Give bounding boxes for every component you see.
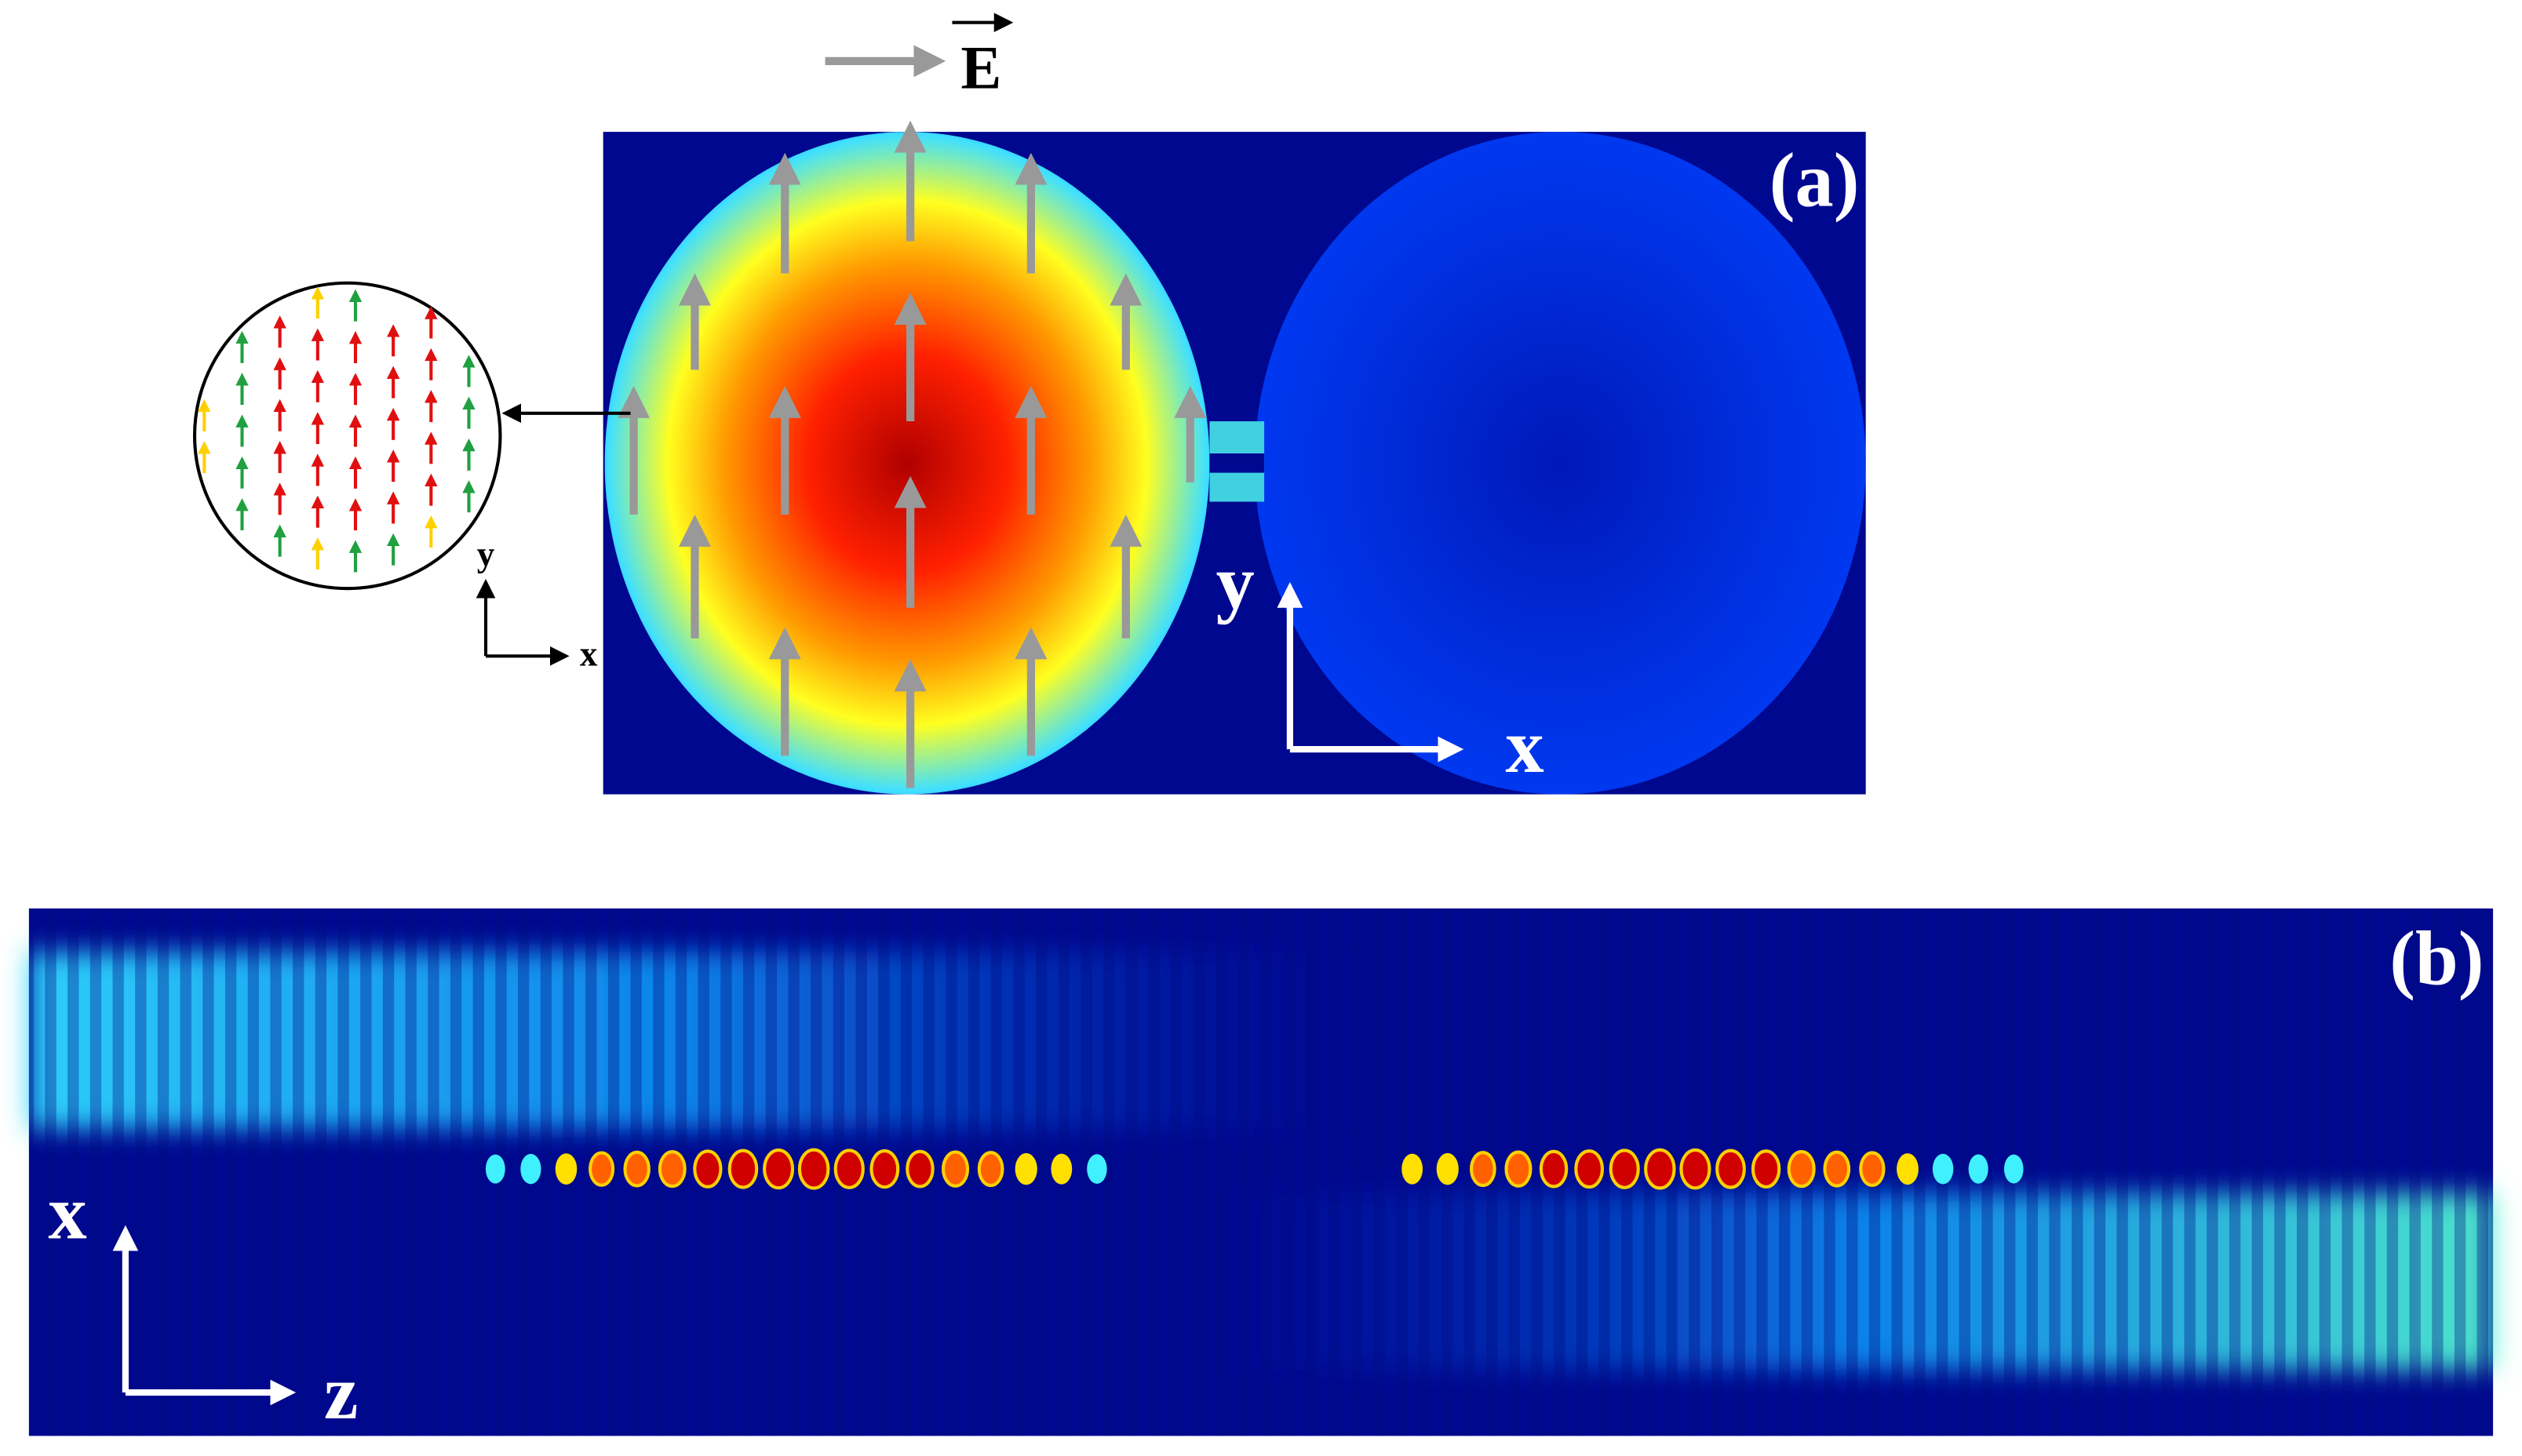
hot-spot <box>1401 1153 1423 1185</box>
hot-spot <box>555 1153 578 1185</box>
inset-circle <box>192 281 502 591</box>
right-disk <box>1254 132 1866 795</box>
hot-spot <box>1436 1152 1459 1185</box>
hot-spot <box>1932 1153 1954 1185</box>
hot-spot <box>1751 1149 1781 1188</box>
hot-spot <box>2003 1154 2024 1184</box>
hot-spot <box>833 1148 865 1189</box>
hot-spot <box>1539 1149 1569 1188</box>
left-disk <box>604 132 1210 795</box>
hot-spot <box>520 1153 541 1185</box>
gap <box>1209 453 1265 473</box>
hot-spot <box>763 1148 795 1190</box>
axis-label: x <box>1506 704 1544 789</box>
field-label: E <box>960 35 1001 102</box>
inset-arrows <box>198 286 476 573</box>
hot-spot <box>623 1150 651 1188</box>
hot-spot <box>869 1149 900 1189</box>
interference-stripes <box>28 908 2494 1436</box>
hot-spot <box>942 1150 970 1188</box>
axis-label: x <box>48 1170 86 1255</box>
hot-spot <box>1679 1148 1711 1190</box>
plasmon-spots <box>485 1148 2024 1190</box>
hot-spot <box>589 1151 615 1187</box>
hot-spot <box>727 1148 759 1189</box>
hot-spot <box>1087 1154 1107 1184</box>
hot-spot <box>1787 1149 1816 1188</box>
hot-spot <box>977 1151 1004 1188</box>
axis-label: z <box>324 1350 359 1436</box>
hot-spot <box>1015 1152 1037 1185</box>
hot-spot <box>906 1149 935 1188</box>
hot-spot <box>1574 1149 1605 1189</box>
hot-spot <box>485 1154 505 1184</box>
hot-spot <box>658 1150 687 1188</box>
hot-spot <box>693 1149 723 1188</box>
hot-spot <box>797 1148 830 1190</box>
hot-spot <box>1051 1153 1073 1185</box>
hot-spot <box>1897 1153 1919 1185</box>
axis-label: y <box>1216 540 1255 625</box>
hot-spot <box>1859 1151 1886 1187</box>
hot-spot <box>1968 1154 1988 1184</box>
axis-label: x <box>580 635 598 674</box>
hot-spot <box>1644 1148 1676 1190</box>
hot-spot <box>1470 1151 1496 1188</box>
hot-spot <box>1715 1148 1746 1189</box>
hot-spot <box>1504 1150 1533 1188</box>
hot-spot <box>1609 1148 1640 1189</box>
panel-label: (a) <box>1769 137 1860 223</box>
panel-label: (b) <box>2389 915 2484 1001</box>
axis-label: y <box>477 534 495 573</box>
hot-spot <box>1823 1150 1851 1188</box>
field-arrows <box>618 120 1207 788</box>
